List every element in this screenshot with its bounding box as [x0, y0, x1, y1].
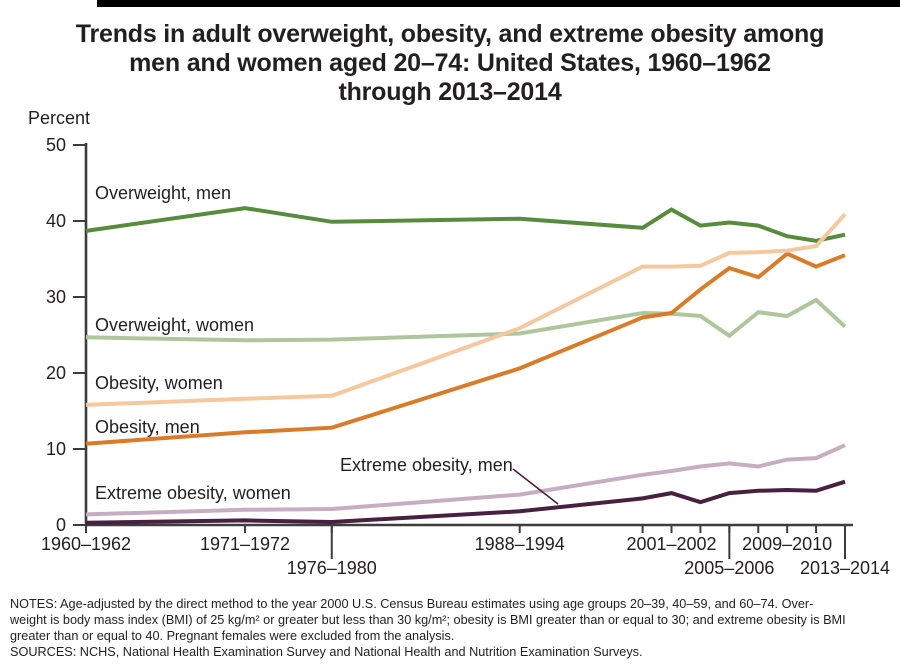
- series-label-overweight-men: Overweight, men: [95, 183, 232, 203]
- y-tick-label: 0: [55, 515, 66, 535]
- y-axis-title: Percent: [28, 108, 91, 128]
- x-tick-label: 1988–1994: [474, 534, 565, 554]
- x-tick-label: 1976–1980: [286, 558, 377, 578]
- series-label-obesity-men: Obesity, men: [95, 417, 200, 437]
- notes-line-3: greater than or equal to 40. Pregnant fe…: [10, 629, 455, 643]
- series-label-obesity-women: Obesity, women: [95, 373, 223, 393]
- x-tick-label: 2013–2014: [799, 558, 891, 578]
- notes-line-1: NOTES: Age-adjusted by the direct method…: [10, 597, 814, 611]
- y-tick-label: 30: [45, 287, 66, 307]
- x-tick-label: 1971–1972: [199, 534, 291, 554]
- notes-line-4: SOURCES: NCHS, National Health Examinati…: [10, 645, 643, 659]
- y-tick-label: 50: [45, 135, 66, 155]
- top-rule: [97, 0, 900, 7]
- y-tick-label: 40: [45, 211, 66, 231]
- x-tick-label: 1960–1962: [40, 534, 132, 554]
- chart-title: Trends in adult overweight, obesity, and…: [0, 20, 900, 107]
- x-tick-label: 2005–2006: [684, 558, 775, 578]
- series-label-overweight-women: Overweight, women: [95, 315, 255, 335]
- y-tick-label: 20: [45, 363, 66, 383]
- series-line-obesity-men: [85, 251, 846, 446]
- notes-block: NOTES: Age-adjusted by the direct method…: [10, 596, 846, 660]
- chart-title-line-2: men and women aged 20–74: United States,…: [129, 49, 771, 77]
- series-line-overweight-men: [85, 206, 846, 243]
- notes-line-2: weight is body mass index (BMI) of 25 kg…: [10, 613, 846, 627]
- series-label-extreme-obesity-men: Extreme obesity, men: [340, 455, 513, 475]
- x-tick-label: 2009–2010: [742, 534, 833, 554]
- x-tick-label: 2001–2002: [626, 534, 717, 554]
- chart-title-line-3: through 2013–2014: [338, 78, 562, 106]
- series-label-extreme-obesity-women: Extreme obesity, women: [95, 483, 291, 503]
- y-tick-label: 10: [45, 439, 66, 459]
- label-leader-line: [512, 468, 559, 505]
- chart-title-line-1: Trends in adult overweight, obesity, and…: [75, 20, 825, 48]
